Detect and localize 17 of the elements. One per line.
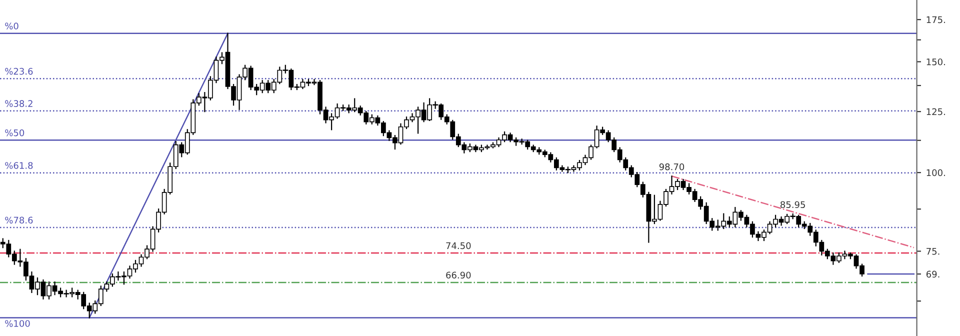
y-tick-label: 100. bbox=[926, 169, 945, 176]
annotation: %23.6 bbox=[5, 68, 33, 75]
y-tick-label: 175. bbox=[926, 16, 945, 24]
y-tick-label: 69. bbox=[926, 270, 940, 278]
annotation: %38.2 bbox=[5, 100, 32, 107]
annotation: 98.70 bbox=[659, 163, 684, 170]
ref-line-label: 74.50 bbox=[446, 242, 471, 250]
ref-line-label: 66.90 bbox=[446, 272, 471, 279]
y-tick-label: 150. bbox=[926, 58, 945, 66]
annotation: 85.95 bbox=[780, 201, 805, 208]
annotation: %100 bbox=[5, 320, 30, 327]
y-tick-label: 75. bbox=[926, 248, 940, 255]
annotation: %0 bbox=[5, 22, 18, 30]
annotation: %50 bbox=[5, 129, 24, 136]
annotation: %78.6 bbox=[5, 216, 33, 224]
y-tick-label: 125. bbox=[926, 108, 945, 116]
annotation: %61.8 bbox=[5, 162, 33, 169]
